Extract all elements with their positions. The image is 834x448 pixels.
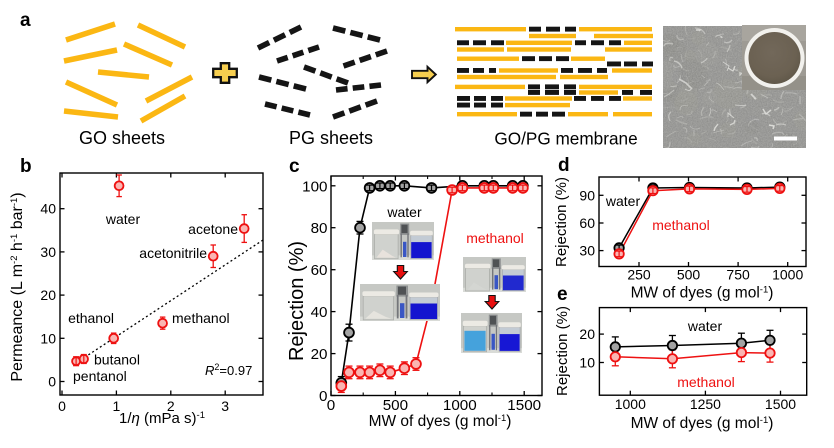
svg-text:40: 40 <box>40 201 56 217</box>
svg-text:water: water <box>105 211 141 227</box>
svg-text:acetonitrile: acetonitrile <box>139 245 207 261</box>
svg-text:20: 20 <box>579 326 595 342</box>
svg-text:30: 30 <box>579 243 595 259</box>
svg-text:1: 1 <box>113 398 121 414</box>
svg-text:500: 500 <box>677 267 701 283</box>
svg-text:methanol: methanol <box>677 374 735 390</box>
svg-text:water: water <box>605 193 641 209</box>
svg-text:a: a <box>20 10 31 31</box>
svg-text:methanol: methanol <box>652 217 710 233</box>
svg-text:GO sheets: GO sheets <box>79 128 165 148</box>
svg-text:1500: 1500 <box>507 397 541 414</box>
svg-text:e: e <box>557 284 568 305</box>
svg-text:1500: 1500 <box>765 396 796 412</box>
svg-text:1000: 1000 <box>615 396 646 412</box>
svg-text:Rejection (%): Rejection (%) <box>286 241 308 361</box>
svg-text:MW of dyes (g mol-1​): MW of dyes (g mol-1​) <box>631 285 774 302</box>
svg-text:1/η (mPa s)-1​: 1/η (mPa s)-1​ <box>119 410 205 427</box>
svg-text:40: 40 <box>311 304 328 321</box>
svg-text:60: 60 <box>579 215 595 231</box>
svg-text:3: 3 <box>221 398 229 414</box>
svg-text:0: 0 <box>327 397 335 414</box>
svg-text:0: 0 <box>319 388 327 405</box>
svg-text:30: 30 <box>40 244 56 260</box>
svg-text:Rejection (%): Rejection (%) <box>554 306 571 396</box>
svg-text:methanol: methanol <box>172 310 230 326</box>
svg-text:butanol: butanol <box>94 352 140 368</box>
svg-text:R2=0.97: R2=0.97 <box>205 362 252 378</box>
svg-text:PG sheets: PG sheets <box>289 128 373 148</box>
svg-text:water: water <box>687 318 723 334</box>
svg-text:0: 0 <box>48 374 56 390</box>
svg-text:c: c <box>289 156 300 177</box>
svg-text:Rejection (%): Rejection (%) <box>553 177 570 267</box>
svg-text:60: 60 <box>311 262 328 279</box>
svg-text:750: 750 <box>726 267 750 283</box>
svg-text:10: 10 <box>40 330 56 346</box>
svg-text:GO/PG membrane: GO/PG membrane <box>494 129 637 149</box>
svg-text:0: 0 <box>58 398 66 414</box>
svg-text:1250: 1250 <box>690 396 721 412</box>
svg-text:d: d <box>558 155 570 176</box>
svg-text:acetone: acetone <box>188 221 238 237</box>
svg-text:90: 90 <box>579 187 595 203</box>
svg-text:2: 2 <box>167 398 175 414</box>
svg-text:ethanol: ethanol <box>68 310 114 326</box>
svg-text:20: 20 <box>311 346 328 363</box>
svg-text:Permeance (L m-2​ h-1​ bar-1​): Permeance (L m-2​ h-1​ bar-1​) <box>9 192 26 381</box>
svg-text:250: 250 <box>627 267 651 283</box>
svg-text:pentanol: pentanol <box>73 368 127 384</box>
svg-text:500: 500 <box>383 397 408 414</box>
svg-text:water: water <box>386 204 422 220</box>
svg-text:20: 20 <box>40 287 56 303</box>
svg-text:100: 100 <box>302 178 327 195</box>
svg-text:1000: 1000 <box>772 267 803 283</box>
svg-text:methanol: methanol <box>466 230 524 246</box>
svg-text:MW of dyes (g mol-1​): MW of dyes (g mol-1​) <box>631 415 774 432</box>
svg-text:1000: 1000 <box>443 397 477 414</box>
svg-text:10: 10 <box>579 355 595 371</box>
svg-text:80: 80 <box>311 220 328 237</box>
svg-text:MW of dyes (g mol-1​): MW of dyes (g mol-1​) <box>369 413 512 430</box>
svg-text:b: b <box>20 156 32 177</box>
